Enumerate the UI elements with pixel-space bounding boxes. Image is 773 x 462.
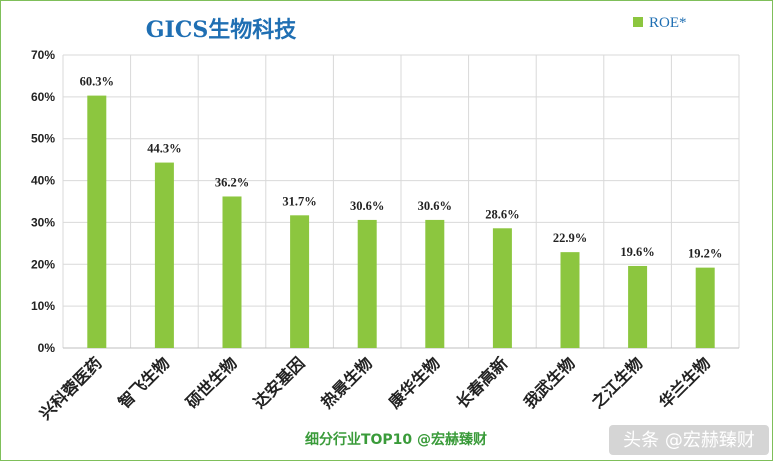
y-axis-ticks: 0% 10% 20% 30% 40% 50% 60% 70% [31,48,55,355]
x-tick-label: 硕世生物 [182,353,241,412]
y-tick-label: 40% [31,174,55,188]
x-tick-label: 智飞生物 [115,353,174,412]
data-label: 19.6% [620,245,654,259]
x-tick-label: 兴科蓉医药 [36,353,106,423]
chart-title: GICS生物科技 [146,17,297,43]
watermark-bg [609,425,769,455]
bar [357,219,377,348]
y-tick-label: 10% [31,299,55,313]
legend-swatch [633,17,643,27]
y-tick-label: 70% [31,48,55,62]
x-tick-label: 我武生物 [520,353,579,412]
data-labels-layer: 60.3% 44.3% 36.2% 31.7% 30.6% 30.6% 28.6% 22.9%… [80,75,723,261]
x-tick-label: 之江生物 [588,353,647,412]
data-label: 19.2% [688,247,722,261]
bar [628,265,648,348]
data-label: 44.3% [147,142,181,156]
legend-label: ROE* [649,15,687,31]
y-tick-label: 20% [31,257,55,271]
bar [154,162,174,348]
bar [87,95,107,348]
y-tick-label: 0% [38,341,56,355]
x-tick-label: 达安基因 [250,353,309,412]
bar [492,228,512,348]
footer-caption: 细分行业TOP10 @宏赫臻财 [305,431,487,448]
y-tick-label: 50% [31,132,55,146]
bar [290,215,310,348]
bars-layer [87,95,715,348]
x-tick-label: 热景生物 [317,353,376,412]
data-label: 31.7% [282,194,316,208]
data-label: 30.6% [418,199,452,213]
x-tick-label: 华兰生物 [655,353,714,412]
bar [425,219,445,348]
x-axis-ticks: 兴科蓉医药 智飞生物 硕世生物 达安基因 热景生物 康华生物 长春高新 我武生物 之江生物 华兰生… [36,353,714,423]
data-label: 30.6% [350,199,384,213]
bar [695,267,715,348]
data-label: 36.2% [215,175,249,189]
data-label: 22.9% [553,231,587,245]
y-tick-label: 60% [31,90,55,104]
x-tick-label: 长春高新 [453,353,512,412]
data-label: 60.3% [80,75,114,89]
data-label: 28.6% [485,207,519,221]
watermark-text: 头条 @宏赫臻财 [623,430,755,451]
bar [222,196,242,348]
x-tick-label: 康华生物 [385,353,444,412]
y-tick-label: 30% [31,215,55,229]
grid-layer [62,54,740,349]
bar [560,252,580,348]
